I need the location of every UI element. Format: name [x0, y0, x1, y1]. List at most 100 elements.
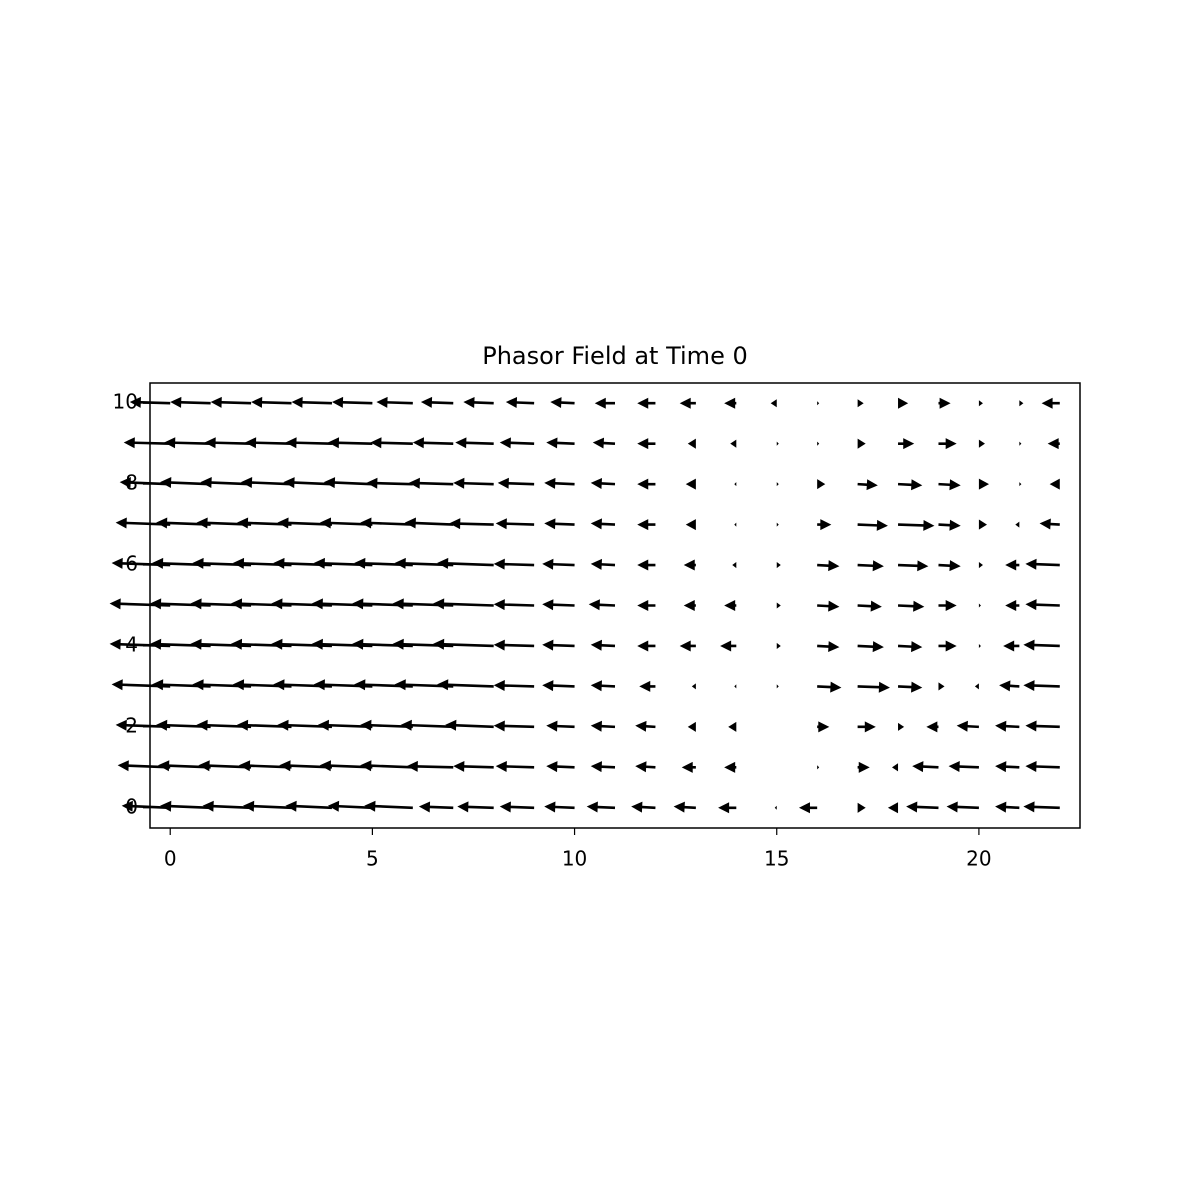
arrow — [352, 598, 413, 610]
arrow — [210, 396, 252, 408]
arrow — [857, 641, 884, 653]
arrow — [170, 396, 211, 408]
arrow — [857, 399, 864, 408]
arrow — [637, 640, 656, 652]
arrow — [776, 482, 779, 487]
arrow — [1023, 639, 1060, 651]
arrow — [637, 600, 656, 611]
arrow — [463, 396, 494, 408]
arrow — [285, 800, 333, 812]
arrow — [897, 641, 923, 653]
arrow — [202, 800, 252, 812]
arrow — [243, 800, 292, 812]
arrow — [956, 720, 979, 732]
arrow — [493, 720, 535, 732]
arrow — [327, 800, 373, 812]
arrow — [493, 680, 535, 692]
arrow — [590, 518, 616, 530]
arrow — [238, 760, 292, 772]
arrow — [639, 680, 656, 692]
arrow — [1041, 397, 1060, 409]
arrow — [946, 801, 979, 813]
arrow — [273, 557, 332, 569]
arrow — [938, 560, 961, 572]
arrow — [408, 477, 454, 489]
arrow — [887, 802, 899, 814]
arrow — [542, 558, 575, 570]
arrow — [394, 557, 454, 569]
arrow — [926, 721, 939, 733]
arrow — [285, 437, 332, 449]
arrow — [493, 599, 535, 611]
arrow — [546, 761, 575, 773]
arrow — [588, 599, 616, 611]
arrow — [150, 598, 211, 610]
arrow — [897, 560, 929, 572]
arrow — [817, 441, 820, 446]
arrow — [590, 761, 616, 773]
arrow — [938, 479, 961, 491]
arrow — [111, 679, 171, 691]
arrow — [445, 719, 494, 731]
arrow — [123, 437, 171, 449]
arrow — [590, 477, 616, 489]
arrow — [817, 479, 826, 490]
arrow — [897, 681, 923, 693]
arrow — [995, 801, 1020, 813]
arrow — [978, 478, 990, 490]
arrow — [724, 600, 737, 611]
arrow — [150, 638, 211, 650]
arrow — [121, 800, 171, 812]
arrow — [857, 560, 884, 572]
arrow — [111, 557, 171, 569]
arrow — [1025, 761, 1060, 772]
arrow — [505, 396, 535, 408]
arrow — [776, 522, 779, 527]
arrow — [631, 801, 656, 813]
arrow — [687, 721, 696, 732]
arrow — [493, 639, 535, 651]
y-tick-label: 0 — [125, 794, 138, 818]
y-tick-label: 6 — [125, 552, 138, 576]
arrow — [544, 518, 575, 530]
arrow — [251, 396, 292, 408]
arrow — [995, 720, 1020, 732]
arrow — [724, 761, 737, 773]
arrow — [590, 639, 616, 651]
arrow — [718, 802, 737, 814]
arrow — [164, 437, 211, 449]
arrow — [204, 437, 252, 449]
arrow — [317, 719, 373, 731]
arrow — [978, 562, 983, 569]
arrow — [730, 439, 737, 448]
arrow — [734, 482, 737, 487]
arrow — [455, 437, 494, 449]
y-tick-label: 10 — [113, 390, 138, 414]
x-tick-label: 0 — [164, 847, 177, 871]
arrow — [1019, 400, 1024, 407]
arrow — [732, 562, 737, 569]
arrow — [331, 396, 373, 408]
arrow — [158, 760, 211, 772]
arrow — [898, 722, 905, 731]
arrow — [687, 438, 696, 449]
arrow — [938, 682, 945, 691]
arrow — [360, 517, 413, 529]
arrow — [550, 397, 575, 409]
arrow — [948, 761, 979, 773]
arrow — [683, 600, 696, 611]
arrow — [978, 400, 983, 407]
arrow — [499, 437, 535, 449]
arrow — [418, 801, 454, 813]
arrow — [857, 761, 870, 773]
arrow — [277, 517, 332, 529]
x-tick-label: 10 — [562, 847, 587, 871]
y-tick-label: 2 — [125, 713, 138, 737]
arrow — [857, 681, 890, 693]
arrow — [360, 760, 413, 772]
arrow — [817, 519, 832, 531]
arrow — [1047, 438, 1060, 450]
arrow — [679, 397, 696, 409]
arrow — [544, 477, 575, 489]
arrow — [891, 763, 899, 772]
